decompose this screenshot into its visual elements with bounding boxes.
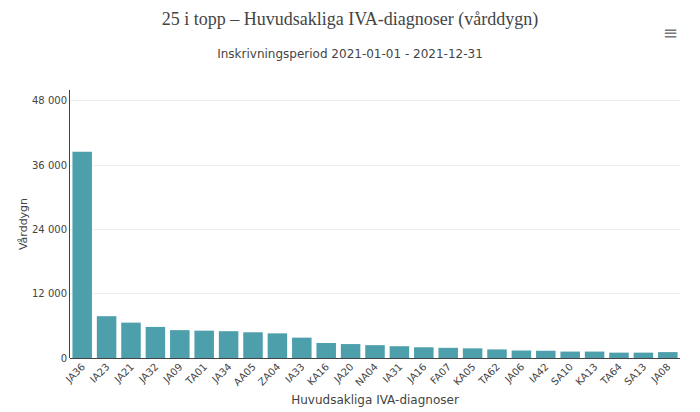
svg-text:JA36: JA36 [63,361,87,385]
svg-text:JA09: JA09 [160,361,184,385]
svg-text:JA21: JA21 [112,361,136,385]
svg-text:FA07: FA07 [428,361,453,386]
svg-text:JA34: JA34 [209,361,233,385]
svg-text:IA42: IA42 [527,361,551,385]
svg-text:≡: ≡ [663,22,678,43]
svg-text:25 i topp – Huvudsakliga IVA-d: 25 i topp – Huvudsakliga IVA-diagnoser (… [162,9,539,30]
svg-text:Inskrivningsperiod 2021-01-01: Inskrivningsperiod 2021-01-01 - 2021-12-… [217,47,483,61]
svg-text:KA13: KA13 [573,361,599,387]
svg-text:KA05: KA05 [451,361,477,387]
svg-text:Vårddygn: Vårddygn [17,198,30,250]
svg-text:SA10: SA10 [549,361,575,387]
svg-text:IA23: IA23 [88,361,112,385]
svg-text:IA31: IA31 [381,361,405,385]
svg-text:0: 0 [61,353,67,364]
svg-text:ZA04: ZA04 [256,361,282,387]
svg-text:KA16: KA16 [305,361,331,387]
svg-text:48 000: 48 000 [32,95,67,106]
svg-text:AA05: AA05 [231,361,258,388]
svg-text:36 000: 36 000 [32,160,67,171]
svg-text:TA64: TA64 [598,361,624,387]
svg-text:JA32: JA32 [136,361,160,385]
svg-text:24 000: 24 000 [32,224,67,235]
svg-text:SA13: SA13 [622,361,648,387]
svg-text:JA16: JA16 [404,361,428,385]
svg-text:12 000: 12 000 [32,288,67,299]
svg-text:JA08: JA08 [648,361,672,385]
svg-text:Huvudsakliga IVA-diagnoser: Huvudsakliga IVA-diagnoser [291,393,459,407]
svg-text:TA01: TA01 [183,361,209,387]
svg-text:JA20: JA20 [331,361,355,385]
svg-text:IA33: IA33 [283,361,307,385]
svg-text:NA04: NA04 [353,361,380,388]
svg-text:TA62: TA62 [476,361,502,387]
svg-text:JA06: JA06 [502,361,526,385]
